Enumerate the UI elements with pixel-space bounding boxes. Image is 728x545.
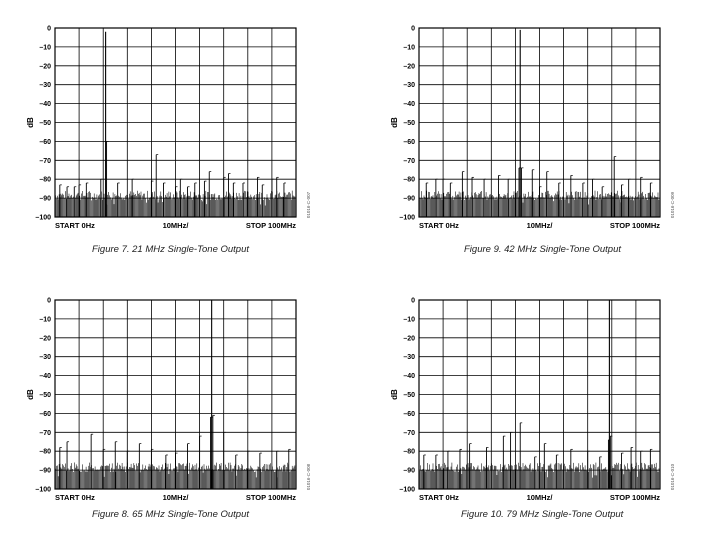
y-tick-label: –60 — [39, 139, 51, 146]
chart-panel-fig7: 0 –10 –20 –30 –40 –50 –60 –70 –80 –90 –100 dB START … — [0, 0, 364, 272]
plot-frame — [418, 299, 661, 490]
spectrum-chart-fig10: 0 –10 –20 –30 –40 –50 –60 –70 –80 –90 –100 dB START … — [390, 298, 675, 503]
grid — [418, 299, 661, 490]
x-stop-label: STOP 100MHz — [610, 221, 660, 230]
y-axis-label: dB — [390, 117, 399, 128]
x-start-label: START 0Hz — [55, 221, 95, 230]
y-tick-label: 0 — [47, 26, 51, 33]
chart-panel-fig9: 0 –10 –20 –30 –40 –50 –60 –70 –80 –90 –100 dB START … — [364, 0, 728, 272]
chart-panel-fig10: 0 –10 –20 –30 –40 –50 –60 –70 –80 –90 –100 dB START … — [364, 272, 728, 544]
y-tick-label: –50 — [39, 120, 51, 127]
figure-code: 01016-C-008 — [306, 463, 311, 490]
caption-fig9: Figure 9. 42 MHz Single-Tone Output — [464, 244, 622, 255]
y-tick-label: –70 — [39, 430, 51, 437]
y-tick-label: –20 — [39, 335, 51, 342]
y-tick-label: –100 — [35, 215, 51, 222]
y-tick-label: –100 — [399, 215, 415, 222]
y-tick-label: –80 — [403, 449, 415, 456]
spectrum-marks — [59, 300, 291, 489]
caption-fig8: Figure 8. 65 MHz Single-Tone Output — [92, 509, 250, 520]
spectrum-chart-fig9: 0 –10 –20 –30 –40 –50 –60 –70 –80 –90 –100 dB START … — [390, 26, 675, 231]
x-mid-label: 10MHz/ — [163, 221, 190, 230]
y-tick-label: –70 — [403, 430, 415, 437]
y-tick-label: –30 — [39, 82, 51, 89]
y-tick-label: –40 — [39, 373, 51, 380]
y-tick-label: –10 — [39, 44, 51, 51]
y-tick-label: –70 — [403, 158, 415, 165]
y-tick-label: –60 — [403, 411, 415, 418]
chart-panel-fig8: 0 –10 –20 –30 –40 –50 –60 –70 –80 –90 –100 dB START … — [0, 272, 364, 544]
y-axis-label: dB — [26, 389, 35, 400]
spectrum-marks — [423, 300, 653, 489]
x-mid-label: 10MHz/ — [527, 493, 554, 502]
y-tick-label: –100 — [399, 487, 415, 494]
y-tick-label: –10 — [403, 44, 415, 51]
x-start-label: START 0Hz — [55, 493, 95, 502]
spectrum-chart-fig7: 0 –10 –20 –30 –40 –50 –60 –70 –80 –90 –100 dB START … — [26, 26, 311, 231]
y-tick-label: –70 — [39, 158, 51, 165]
y-tick-label: –90 — [403, 468, 415, 475]
spectrum-chart-fig8: 0 –10 –20 –30 –40 –50 –60 –70 –80 –90 –100 dB START … — [26, 298, 311, 503]
y-tick-label: –50 — [403, 120, 415, 127]
y-tick-label: –10 — [39, 316, 51, 323]
y-tick-label: –40 — [403, 373, 415, 380]
y-tick-label: 0 — [411, 26, 415, 33]
y-tick-label: –80 — [39, 449, 51, 456]
y-tick-label: –90 — [39, 196, 51, 203]
figure-code: 01016-C-007 — [306, 191, 311, 218]
y-tick-label: –60 — [39, 411, 51, 418]
y-tick-label: –90 — [39, 468, 51, 475]
y-tick-label: –30 — [403, 82, 415, 89]
spectrum-marks — [59, 31, 286, 217]
spectrum-marks — [425, 29, 653, 217]
noise-floor — [419, 462, 661, 489]
x-stop-label: STOP 100MHz — [246, 221, 296, 230]
x-stop-label: STOP 100MHz — [610, 493, 660, 502]
y-axis-label: dB — [390, 389, 399, 400]
caption-fig10: Figure 10. 79 MHz Single-Tone Output — [461, 509, 624, 520]
y-tick-label: –100 — [35, 487, 51, 494]
y-tick-label: –50 — [39, 392, 51, 399]
y-tick-label: –40 — [39, 101, 51, 108]
y-tick-label: –50 — [403, 392, 415, 399]
y-tick-label: 0 — [411, 298, 415, 305]
y-tick-label: –20 — [403, 335, 415, 342]
y-tick-label: –10 — [403, 316, 415, 323]
figure-code: 01016-C-009 — [670, 191, 675, 218]
y-tick-label: 0 — [47, 298, 51, 305]
y-tick-label: –80 — [39, 177, 51, 184]
x-stop-label: STOP 100MHz — [246, 493, 296, 502]
noise-floor — [55, 190, 297, 217]
x-start-label: START 0Hz — [419, 493, 459, 502]
x-mid-label: 10MHz/ — [163, 493, 190, 502]
noise-floor — [55, 462, 297, 489]
figure-code: 01016-C-010 — [670, 463, 675, 490]
y-tick-label: –20 — [39, 63, 51, 70]
y-tick-label: –80 — [403, 177, 415, 184]
y-tick-label: –20 — [403, 63, 415, 70]
y-tick-label: –60 — [403, 139, 415, 146]
x-start-label: START 0Hz — [419, 221, 459, 230]
caption-fig7: Figure 7. 21 MHz Single-Tone Output — [92, 244, 250, 255]
y-tick-label: –30 — [403, 354, 415, 361]
y-tick-label: –90 — [403, 196, 415, 203]
x-mid-label: 10MHz/ — [527, 221, 554, 230]
y-axis-label: dB — [26, 117, 35, 128]
y-tick-label: –40 — [403, 101, 415, 108]
y-tick-label: –30 — [39, 354, 51, 361]
